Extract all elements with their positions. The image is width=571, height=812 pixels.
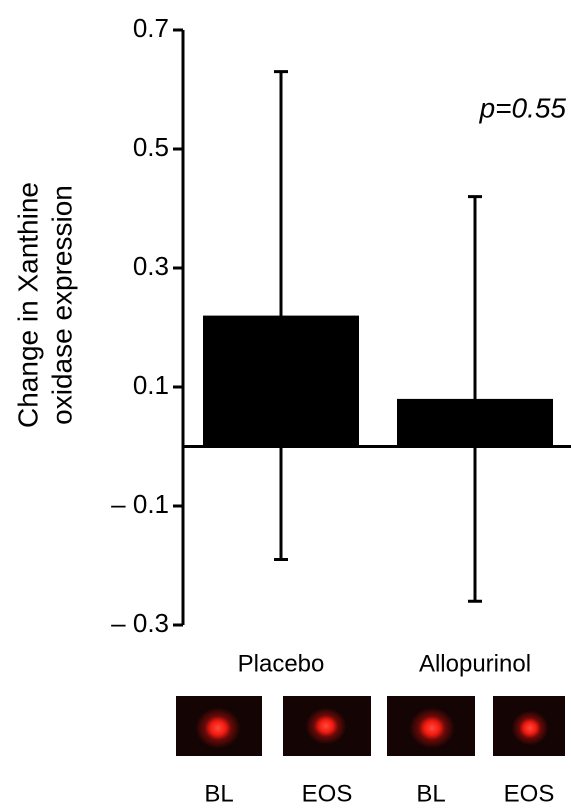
y-tick-label: 0.5: [133, 132, 169, 162]
y-axis-label: oxidase expression: [46, 185, 77, 425]
y-axis-label: Change in Xanthine: [12, 182, 43, 428]
y-tick-label: – 0.1: [111, 489, 169, 519]
y-tick-label: 0.3: [133, 251, 169, 281]
x-tick-label: Allopurinol: [419, 650, 531, 677]
image-label: BL: [204, 780, 233, 807]
image-blob: [410, 708, 454, 748]
annotation: p=0.55: [479, 92, 567, 123]
image-blob: [196, 708, 240, 748]
y-tick-label: 0.7: [133, 13, 169, 43]
chart: Change in Xanthine oxidase expression p=…: [0, 0, 571, 812]
y-tick-label: 0.1: [133, 370, 169, 400]
image-label: BL: [416, 780, 445, 807]
image-blob: [512, 711, 548, 745]
image-label: EOS: [302, 780, 353, 807]
image-label: EOS: [504, 780, 555, 807]
image-blob: [306, 708, 346, 744]
x-tick-label: Placebo: [238, 650, 325, 677]
sample-images: [176, 696, 565, 756]
y-tick-label: – 0.3: [111, 608, 169, 638]
